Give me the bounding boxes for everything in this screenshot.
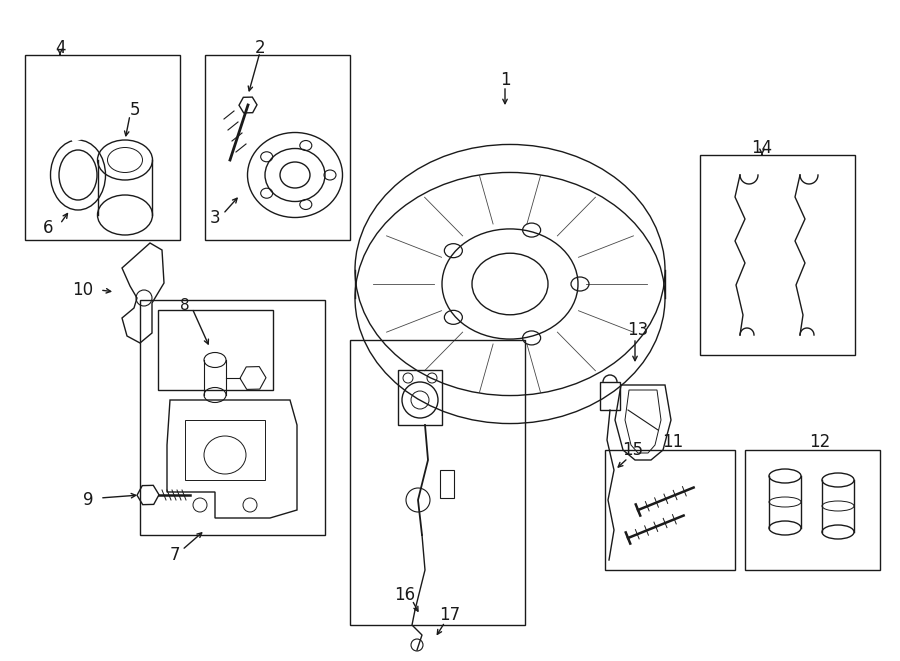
Text: 5: 5 (130, 101, 140, 119)
Bar (158, 310, 273, 390)
Bar (605, 450, 735, 570)
Text: 15: 15 (623, 441, 644, 459)
Text: 1: 1 (500, 71, 510, 89)
Text: 16: 16 (394, 586, 416, 604)
Text: 4: 4 (55, 39, 65, 57)
Text: 13: 13 (627, 321, 649, 339)
Bar (600, 382, 620, 410)
Text: 2: 2 (255, 39, 266, 57)
Text: 14: 14 (752, 139, 772, 157)
Text: 9: 9 (83, 491, 94, 509)
Text: 17: 17 (439, 606, 461, 624)
Text: 12: 12 (809, 433, 831, 451)
Text: 3: 3 (210, 209, 220, 227)
Bar (205, 55, 350, 240)
Bar (398, 370, 442, 425)
Bar (745, 450, 880, 570)
Bar (440, 470, 454, 498)
Bar (700, 155, 855, 355)
Text: 6: 6 (43, 219, 53, 237)
Bar (140, 300, 325, 535)
Text: 7: 7 (170, 546, 180, 564)
Text: 11: 11 (662, 433, 684, 451)
Text: 10: 10 (72, 281, 94, 299)
Bar (25, 55, 180, 240)
Bar (185, 420, 265, 480)
Text: 8: 8 (180, 297, 190, 313)
Bar (350, 340, 525, 625)
